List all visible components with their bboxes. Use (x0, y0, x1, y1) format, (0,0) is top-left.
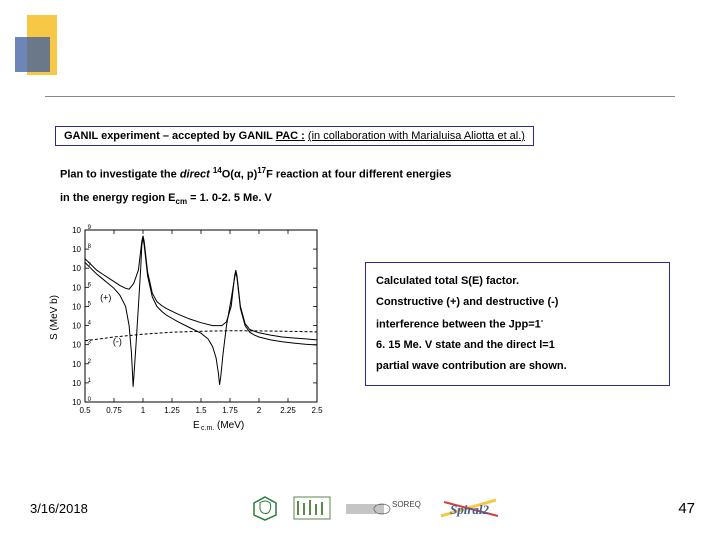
soreq-text: SOREQ (392, 500, 421, 509)
svg-text:E: E (193, 420, 200, 431)
sup-14: 14 (213, 166, 222, 175)
logo-spiral2: Spiral2 (436, 494, 516, 522)
svg-text:10: 10 (72, 302, 81, 311)
info-l1: Calculated total S(E) factor. (376, 271, 659, 292)
description-line-2: in the energy region Ecm = 1. 0-2. 5 Me.… (60, 192, 272, 206)
svg-text:1.25: 1.25 (164, 406, 180, 415)
slide-footer: 3/16/2018 SOREQ Spiral2 47 (30, 494, 695, 522)
svg-text:0.75: 0.75 (106, 406, 122, 415)
svg-text:5: 5 (88, 301, 92, 307)
desc-1a: Plan to investigate the (60, 169, 180, 181)
footer-date: 3/16/2018 (30, 501, 88, 516)
desc-2a: in the energy region E (60, 192, 176, 204)
svg-text:10: 10 (72, 379, 81, 388)
svg-text:10: 10 (72, 341, 81, 350)
svg-text:(+): (+) (100, 293, 111, 303)
logo-a (250, 494, 280, 522)
svg-text:6: 6 (88, 282, 92, 288)
page-number: 47 (678, 500, 695, 517)
logo-soreq: SOREQ (344, 494, 424, 522)
svg-text:(MeV): (MeV) (217, 420, 244, 431)
logo-row: SOREQ Spiral2 (250, 494, 516, 522)
deco-blue-rect (15, 37, 50, 72)
svg-text:0.5: 0.5 (79, 406, 91, 415)
desc-1c: O(α, p) (222, 169, 257, 181)
svg-text:S (MeV b): S (MeV b) (49, 295, 60, 340)
description-line-1: Plan to investigate the direct 14O(α, p)… (60, 166, 451, 181)
svg-text:10: 10 (72, 283, 81, 292)
svg-text:2.25: 2.25 (280, 406, 296, 415)
svg-text:10: 10 (72, 360, 81, 369)
title-prefix: GANIL experiment – accepted by GANIL (64, 130, 276, 142)
info-l5: partial wave contribution are shown. (376, 356, 659, 377)
svg-text:10: 10 (72, 245, 81, 254)
svg-text:2: 2 (257, 406, 262, 415)
svg-text:2.5: 2.5 (311, 406, 323, 415)
svg-text:1: 1 (141, 406, 146, 415)
logo-b (292, 494, 332, 522)
svg-text:10: 10 (72, 226, 81, 235)
svg-text:1.75: 1.75 (222, 406, 238, 415)
horizontal-rule (45, 96, 675, 97)
info-l3-sup: - (541, 316, 544, 325)
svg-text:3: 3 (88, 340, 92, 346)
svg-text:4: 4 (88, 321, 92, 327)
svg-text:10: 10 (72, 264, 81, 273)
desc-2b: = 1. 0-2. 5 Me. V (187, 192, 272, 204)
title-collab: (in collaboration with Marialuisa Aliott… (308, 130, 525, 142)
svg-text:c.m.: c.m. (201, 425, 214, 432)
info-box: Calculated total S(E) factor. Constructi… (365, 262, 670, 386)
svg-text:1: 1 (88, 378, 92, 384)
svg-text:Spiral2: Spiral2 (450, 502, 490, 517)
svg-text:10: 10 (72, 322, 81, 331)
sub-cm: cm (176, 197, 188, 206)
svg-text:2: 2 (88, 359, 92, 365)
title-pac: PAC : (276, 130, 305, 142)
desc-1d: F reaction at four different energies (266, 169, 451, 181)
desc-direct: direct (180, 169, 210, 181)
title-box: GANIL experiment – accepted by GANIL PAC… (55, 126, 534, 146)
svg-text:1.5: 1.5 (195, 406, 207, 415)
sfactor-chart: 1001011021031041051061071081090.50.7511.… (45, 222, 325, 432)
info-l3: interference between the Jpp=1- (376, 313, 659, 336)
svg-text:8: 8 (88, 244, 92, 250)
svg-text:(-): (-) (113, 337, 122, 347)
sup-17: 17 (257, 166, 266, 175)
info-l4: 6. 15 Me. V state and the direct l=1 (376, 335, 659, 356)
info-l2: Constructive (+) and destructive (-) (376, 292, 659, 313)
info-l3a: interference between the Jpp=1 (376, 318, 541, 330)
corner-decoration (15, 15, 70, 85)
